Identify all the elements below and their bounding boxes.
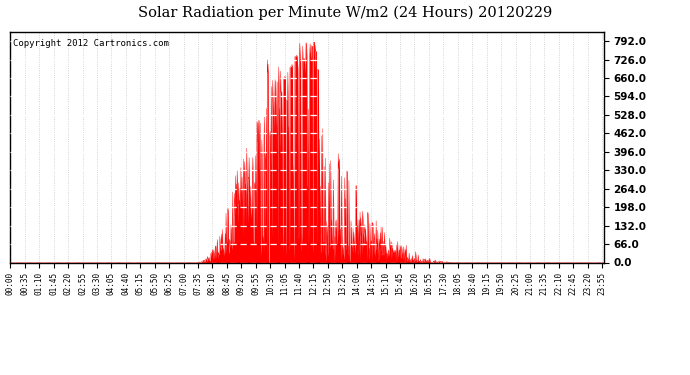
Text: Copyright 2012 Cartronics.com: Copyright 2012 Cartronics.com (13, 39, 169, 48)
Text: Solar Radiation per Minute W/m2 (24 Hours) 20120229: Solar Radiation per Minute W/m2 (24 Hour… (138, 6, 552, 20)
